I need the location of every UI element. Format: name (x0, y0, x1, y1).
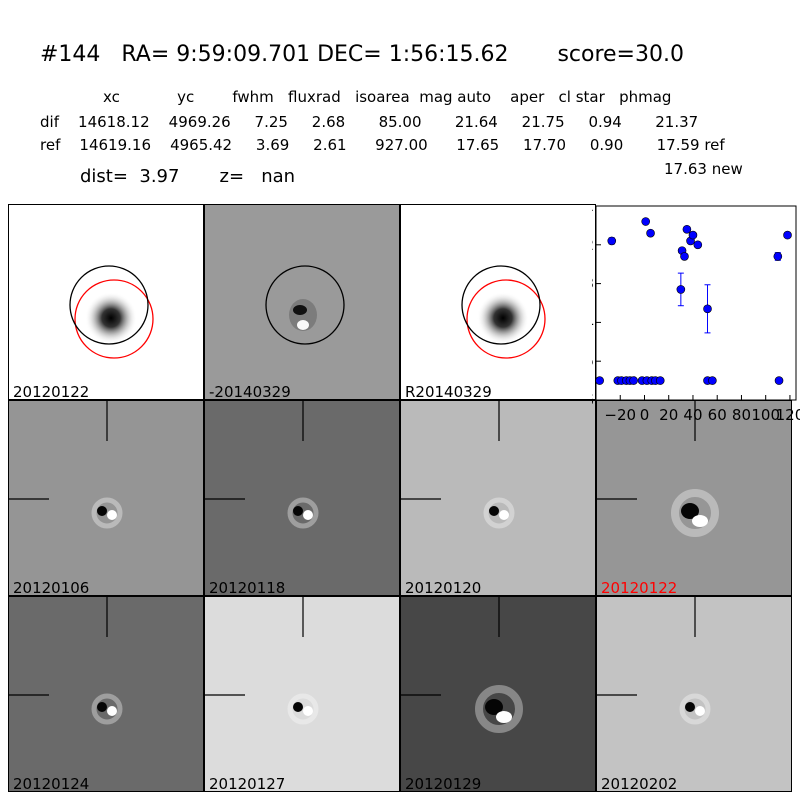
data-point (688, 230, 698, 240)
panel-date-label: -20140329 (209, 383, 291, 400)
stamp-panel: 20120129 (400, 596, 596, 792)
data-point (646, 228, 655, 238)
plot-frame (595, 205, 797, 401)
source-negative (97, 506, 107, 516)
data-point (655, 376, 665, 385)
column-headers: xc yc fwhm fluxrad isoarea mag auto aper… (103, 88, 672, 106)
stamp-date-label: 20120122 (601, 579, 678, 596)
diff-negative (293, 305, 307, 315)
top-panel-diff: -20140329 (204, 204, 400, 400)
source-negative (489, 506, 499, 516)
data-point (773, 252, 783, 261)
source-halo (679, 693, 711, 725)
source-positive (107, 706, 117, 716)
data-point (641, 217, 650, 226)
distance-redshift-line: dist= 3.97 z= nan (80, 166, 296, 187)
dif-row: dif 14618.12 4969.26 7.25 2.68 85.00 21.… (40, 113, 699, 131)
source-halo (91, 497, 123, 529)
source-halo (91, 693, 123, 725)
top-panel-ref: R20140329 (400, 204, 596, 400)
data-point (607, 236, 617, 246)
source-negative (293, 506, 303, 516)
panel-date-label: R20140329 (405, 383, 492, 400)
stamp-panel: 20120120 (400, 400, 596, 596)
stamp-panel: 20120124 (8, 596, 204, 792)
source-halo (287, 497, 319, 529)
y-tick-label: 23 (592, 275, 594, 293)
source-halo (483, 497, 515, 529)
x-tick-label: −20 (604, 406, 636, 424)
y-tick-label: 24 (592, 313, 594, 331)
source-positive (107, 510, 117, 520)
stamp-panel: 20120118 (204, 400, 400, 596)
data-point (708, 376, 717, 385)
star-image (85, 292, 137, 344)
source-negative (685, 702, 695, 712)
source-negative (293, 702, 303, 712)
new-mag-value: 17.63 new (664, 160, 743, 178)
data-point (703, 304, 712, 314)
stamp-panel: 20120202 (596, 596, 792, 792)
x-tick-label: 80 (732, 406, 751, 424)
stamp-panel: 20120127 (204, 596, 400, 792)
ref-position-circle (466, 279, 546, 359)
data-point (783, 230, 792, 240)
source-positive (496, 711, 512, 723)
new-position-circle (461, 265, 541, 345)
x-tick-label: 100 (751, 406, 780, 424)
source-negative (97, 702, 107, 712)
data-point (774, 376, 784, 385)
y-tick-label: 21 (592, 198, 594, 215)
stamp-panel: 20120106 (8, 400, 204, 596)
source-positive (303, 706, 313, 716)
source-positive (692, 515, 708, 527)
stamp-date-label: 20120129 (405, 775, 482, 792)
source-halo (671, 489, 719, 537)
source-positive (499, 510, 509, 520)
stamp-date-label: 20120202 (601, 775, 678, 792)
x-tick-label: 40 (683, 406, 702, 424)
source-halo (287, 693, 319, 725)
stamp-date-label: 20120124 (13, 775, 90, 792)
data-point (682, 224, 692, 234)
data-point (680, 252, 689, 261)
x-tick-label: 120 (776, 406, 800, 424)
x-tick-label: 20 (659, 406, 678, 424)
stamp-panel: 20120122 (596, 400, 792, 596)
candidate-title: #144 RA= 9:59:09.701 DEC= 1:56:15.62 sco… (40, 42, 684, 67)
stamp-date-label: 20120118 (209, 579, 286, 596)
diff-positive (297, 320, 309, 330)
source-halo (475, 685, 523, 733)
y-tick-label: 26 (592, 391, 594, 409)
source-negative (485, 699, 503, 715)
new-position-circle (69, 265, 149, 345)
x-tick-label: 0 (640, 406, 650, 424)
stamp-date-label: 20120106 (13, 579, 90, 596)
ref-row: ref 14619.16 4965.42 3.69 2.61 927.00 17… (40, 136, 725, 154)
stamp-date-label: 20120127 (209, 775, 286, 792)
ref-position-circle (74, 279, 154, 359)
panel-date-label: 20120122 (13, 383, 90, 400)
star-image (477, 292, 529, 344)
source-positive (303, 510, 313, 520)
stamp-date-label: 20120120 (405, 579, 482, 596)
top-panel-new: 20120122 (8, 204, 204, 400)
source-negative (681, 503, 699, 519)
data-point (676, 285, 686, 294)
x-tick-label: 60 (708, 406, 727, 424)
new-position-circle (265, 265, 345, 345)
y-tick-label: 25 (592, 352, 594, 370)
data-point (629, 376, 638, 385)
data-point (693, 240, 703, 250)
y-tick-label: 22 (592, 236, 594, 254)
source-positive (695, 706, 705, 716)
data-point (595, 376, 604, 385)
